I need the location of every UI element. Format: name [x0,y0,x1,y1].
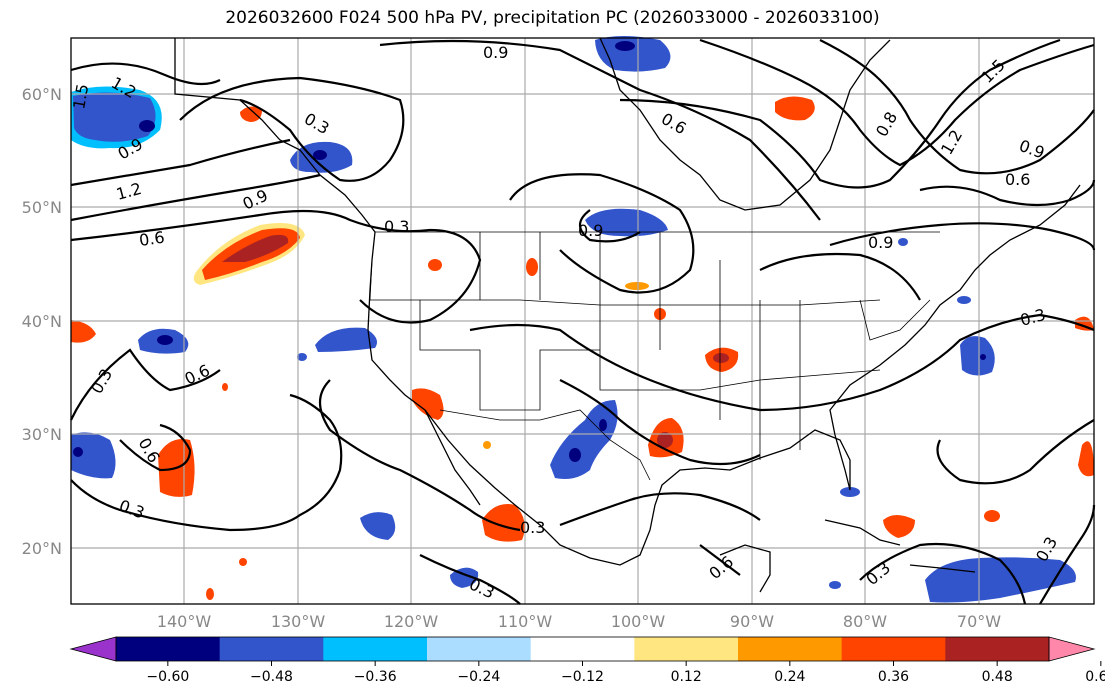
pv-label-0.6-ne: 0.6 [1005,170,1030,189]
colorbar-segment [427,637,532,661]
colorbar-segment [738,637,843,661]
lat-label-30n: 30°N [22,425,62,444]
pv-label-1.5-nw: 1.5 [69,82,92,110]
colorbar-extend-low [69,636,117,662]
colorbar-tick-label: 0.36 [878,669,909,685]
lon-label-80w: 80°W [843,612,887,631]
graticule [71,38,1094,604]
pv-label-0.6-west: 0.6 [138,228,166,250]
pv-label-0.9-quebec: 0.9 [868,233,893,252]
lon-label-90w: 90°W [730,612,774,631]
lon-label-130w: 130°W [271,612,326,631]
colorbar-tick-label: −0.60 [146,669,189,685]
pv-contours [70,38,1096,605]
colorbar-segment [945,637,1050,661]
precip-anomaly-shading [71,36,1094,603]
lon-label-70w: 70°W [957,612,1001,631]
colorbar-tick-label: 0.60 [1085,669,1105,685]
colorbar-extend-high [1048,636,1096,662]
colorbar-tick-label: 0.12 [671,669,702,685]
colorbar-segment [219,637,324,661]
pv-label-0.9-ontario: 0.9 [578,221,603,240]
colorbar-segment [116,637,221,661]
lat-label-40n: 40°N [22,312,62,331]
colorbar-tick-label: −0.24 [457,669,500,685]
lon-label-120w: 120°W [384,612,439,631]
colorbar-tick-label: 0.48 [982,669,1013,685]
pv-label-0.9-top: 0.9 [483,43,508,62]
lon-label-140w: 140°W [157,612,212,631]
colorbar-tick-label: −0.36 [354,669,397,685]
colorbar-segment [634,637,739,661]
lat-label-50n: 50°N [22,198,62,217]
map-frame [70,37,1095,605]
lon-label-110w: 110°W [498,612,553,631]
colorbar-segment [530,637,635,661]
longitude-labels: 140°W 130°W 120°W 110°W 100°W 90°W 80°W … [157,612,1001,631]
colorbar-tick-label: −0.12 [561,669,604,685]
pv-label-0.3-mexico: 0.3 [520,518,545,537]
colorbar: −0.60 −0.48 −0.36 −0.24 −0.12 0.12 0.24 0.36 0.4… [69,636,1105,685]
colorbar-tick-label: 0.24 [774,669,805,685]
lon-label-100w: 100°W [611,612,666,631]
lat-label-20n: 20°N [22,539,62,558]
colorbar-segment [323,637,428,661]
map-title: 2026032600 F024 500 hPa PV, precipitatio… [225,8,880,28]
latitude-labels: 60°N 50°N 40°N 30°N 20°N [22,85,62,558]
pv-label-0.3-pnw: 0.3 [384,217,409,236]
colorbar-segment [841,637,946,661]
colorbar-tick-label: −0.48 [250,669,293,685]
lat-label-60n: 60°N [22,85,62,104]
